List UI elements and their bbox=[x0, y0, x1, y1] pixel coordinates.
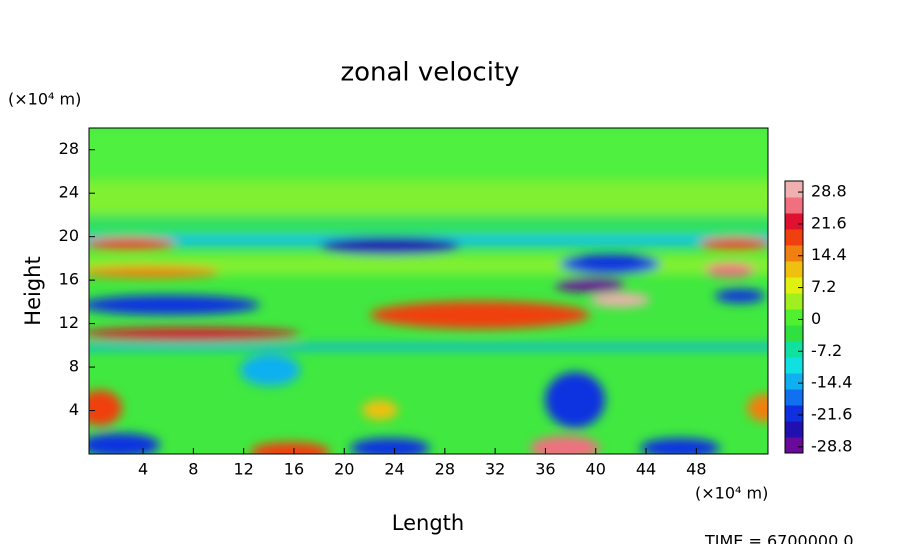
colorbar-band bbox=[785, 421, 803, 438]
colorbar-band bbox=[785, 229, 803, 246]
y-tick-label: 8 bbox=[69, 357, 79, 376]
colorbar-tick-label: -21.6 bbox=[811, 404, 852, 423]
colorbar-tick-label: -7.2 bbox=[811, 341, 842, 360]
y-tick-label: 24 bbox=[59, 183, 79, 202]
colorbar-tick-label: 14.4 bbox=[811, 245, 847, 264]
y-tick-label: 20 bbox=[59, 226, 79, 245]
colorbar-band bbox=[785, 181, 803, 198]
colorbar-band bbox=[785, 405, 803, 422]
colorbar-frame bbox=[784, 180, 804, 454]
colorbar-tick-label: 28.8 bbox=[811, 182, 847, 201]
colorbar-tick-label: 7.2 bbox=[811, 277, 836, 296]
x-tick-label: 20 bbox=[334, 460, 354, 479]
x-tick-label: 8 bbox=[188, 460, 198, 479]
x-tick-label: 36 bbox=[535, 460, 555, 479]
colorbar-band bbox=[785, 197, 803, 214]
colorbar-tick-label: -14.4 bbox=[811, 373, 852, 392]
colorbar-band bbox=[785, 277, 803, 294]
x-tick-label: 28 bbox=[435, 460, 455, 479]
contour-field bbox=[89, 128, 768, 454]
colorbar-band bbox=[785, 293, 803, 310]
x-tick-label: 12 bbox=[233, 460, 253, 479]
plot-frame bbox=[88, 127, 769, 455]
colorbar-band bbox=[785, 341, 803, 358]
colorbar-band bbox=[785, 245, 803, 262]
colorbar-band bbox=[785, 261, 803, 278]
x-tick-label: 40 bbox=[586, 460, 606, 479]
colorbar-band bbox=[785, 213, 803, 230]
colorbar-band bbox=[785, 437, 803, 454]
y-tick-label: 4 bbox=[69, 400, 79, 419]
y-tick-label: 16 bbox=[59, 270, 79, 289]
footer: TIME = 6700000.0 bbox=[704, 532, 854, 544]
chart-title: zonal velocity bbox=[340, 58, 519, 88]
colorbar-band bbox=[785, 389, 803, 406]
x-axis-label: Length bbox=[392, 511, 464, 535]
x-tick-label: 4 bbox=[138, 460, 148, 479]
colorbar-band bbox=[785, 373, 803, 390]
y-axis-label: Height bbox=[21, 256, 45, 325]
colorbar-band bbox=[785, 357, 803, 374]
x-tick-label: 44 bbox=[636, 460, 656, 479]
colorbar-tick-label: -28.8 bbox=[811, 436, 852, 455]
x-tick-label: 16 bbox=[284, 460, 304, 479]
colorbar-band bbox=[785, 325, 803, 342]
colorbar-tick-label: 0 bbox=[811, 309, 821, 328]
y-unit: (×10⁴ m) bbox=[8, 90, 81, 109]
x-tick-label: 48 bbox=[686, 460, 706, 479]
colorbar-tick-label: 21.6 bbox=[811, 213, 847, 232]
x-tick-label: 32 bbox=[485, 460, 505, 479]
x-unit: (×10⁴ m) bbox=[695, 484, 768, 503]
y-tick-label: 28 bbox=[59, 139, 79, 158]
colorbar-band bbox=[785, 309, 803, 326]
y-tick-label: 12 bbox=[59, 313, 79, 332]
x-tick-label: 24 bbox=[384, 460, 404, 479]
